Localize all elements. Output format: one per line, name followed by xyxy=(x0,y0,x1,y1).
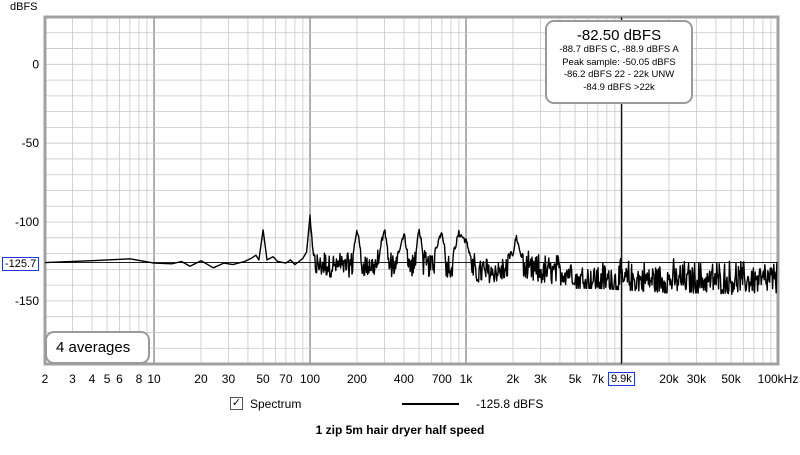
x-cursor-readout: 9.9k xyxy=(608,372,635,386)
tick-labels: 2 3 4 5 6 8 10 20 30 50 70 100 200 400 700 1k 2k 3k 5k 7k 20… xyxy=(15,57,798,386)
x-tick-label: 3 xyxy=(69,372,76,386)
x-tick-label: 30k xyxy=(687,372,707,386)
level-info-box[interactable]: -82.50 dBFS -88.7 dBFS C, -88.9 dBFS A P… xyxy=(545,20,693,104)
x-tick-label: 10 xyxy=(147,372,161,386)
x-tick-label: 3k xyxy=(534,372,548,386)
x-tick-label: 200 xyxy=(347,372,367,386)
y-tick-label: -50 xyxy=(22,136,40,150)
x-tick-label: 400 xyxy=(394,372,414,386)
x-tick-label: 5k xyxy=(569,372,583,386)
info-above-22k-level: -84.9 dBFS >22k xyxy=(583,81,655,93)
x-tick-label: 20 xyxy=(194,372,208,386)
x-tick-label: 100kHz xyxy=(758,372,799,386)
y-cursor-readout: -125.7 xyxy=(2,257,40,271)
legend-line-swatch xyxy=(402,403,459,405)
y-axis-unit-label: dBFS xyxy=(10,1,38,13)
chart-title: 1 zip 5m hair dryer half speed xyxy=(315,423,485,437)
info-main-level: -82.50 dBFS xyxy=(576,27,662,44)
y-tick-label: -150 xyxy=(15,294,39,308)
x-tick-label: 20k xyxy=(659,372,679,386)
x-tick-label: 100 xyxy=(300,372,320,386)
x-tick-label: 50k xyxy=(721,372,741,386)
x-tick-label: 5 xyxy=(104,372,111,386)
info-peak-sample: Peak sample: -50.05 dBFS xyxy=(562,56,676,68)
spectrum-trace-group xyxy=(44,214,778,295)
x-tick-label: 7k xyxy=(592,372,606,386)
x-tick-label: 8 xyxy=(136,372,143,386)
y-tick-label: -100 xyxy=(15,215,39,229)
x-tick-label: 6 xyxy=(116,372,123,386)
averages-label: 4 averages xyxy=(56,339,131,356)
plot-frame xyxy=(43,15,780,366)
x-tick-label: 2k xyxy=(507,372,521,386)
x-tick-label: 700 xyxy=(432,372,452,386)
x-tick-label: 4 xyxy=(89,372,96,386)
info-unweighted-level: -86.2 dBFS 22 - 22k UNW xyxy=(563,69,675,80)
x-tick-label: 50 xyxy=(256,372,270,386)
y-tick-label: 0 xyxy=(32,57,39,71)
x-tick-label: 2 xyxy=(42,372,49,386)
spectrum-trace xyxy=(44,214,778,295)
legend-series-value: -125.8 dBFS xyxy=(476,397,544,411)
x-tick-label: 70 xyxy=(279,372,293,386)
averages-box: 4 averages xyxy=(45,331,150,364)
info-weighted-level: -88.7 dBFS C, -88.9 dBFS A xyxy=(559,44,679,55)
x-tick-label: 30 xyxy=(222,372,236,386)
x-tick-label: 1k xyxy=(460,372,474,386)
spectrum-checkbox[interactable]: ✓ xyxy=(230,397,243,410)
legend-series-label: Spectrum xyxy=(250,397,302,411)
